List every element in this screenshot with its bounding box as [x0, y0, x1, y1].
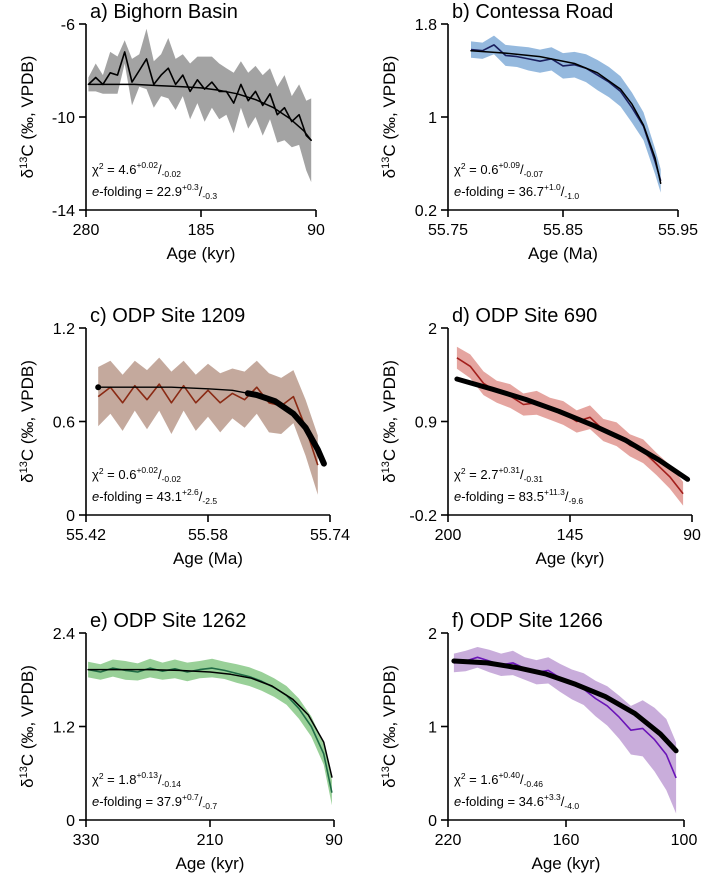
panel-f: 2 1 0 220 160 100 Age (kyr) δ13C (‰, VPDB) f) OD…: [380, 610, 697, 873]
chi-square-annotation: χ2 = 1.8+0.13/-0.14: [92, 770, 181, 789]
panel-title: e) ODP Site 1262: [90, 610, 246, 632]
y-tick-label: 1: [428, 110, 437, 127]
x-tick-label: 55.58: [188, 527, 228, 544]
y-tick-label: 0: [66, 508, 75, 525]
y-tick-label: -10: [52, 110, 75, 127]
y-axis-label: δ13C (‰, VPDB): [380, 360, 399, 483]
panel-title: b) Contessa Road: [452, 1, 613, 23]
x-tick-label: 55.85: [543, 222, 583, 239]
uncertainty-band: [88, 658, 332, 806]
y-tick-label: -14: [52, 203, 75, 220]
x-axis-label: Age (kyr): [167, 244, 236, 263]
panel-title: a) Bighorn Basin: [90, 1, 238, 23]
e-folding-annotation: e-folding = 22.9+0.3/-0.3: [92, 182, 217, 201]
x-tick-label: 55.74: [310, 527, 350, 544]
data-series-line: [87, 51, 312, 141]
x-axis-label: Age (Ma): [528, 244, 598, 263]
y-tick-label: 0: [66, 813, 75, 830]
x-tick-label: 145: [557, 527, 584, 544]
chi-square-annotation: χ2 = 4.6+0.02/-0.02: [92, 160, 181, 179]
e-folding-annotation: e-folding = 34.6+3.3/-4.0: [454, 792, 579, 811]
exponential-fit-line: [470, 49, 662, 185]
x-tick-label: 55.75: [428, 222, 468, 239]
panel-c: 1.2 0.6 0 55.42 55.58 55.74 Age (Ma) δ13C (‰, V…: [18, 305, 350, 568]
y-tick-label: 1: [428, 720, 437, 737]
fit-envelope: [95, 384, 327, 467]
x-axis-label: Age (kyr): [176, 854, 245, 873]
e-folding-annotation: e-folding = 83.5+11.3/-9.6: [454, 487, 583, 506]
panel-title: c) ODP Site 1209: [90, 305, 245, 327]
x-tick-label: 220: [435, 832, 462, 849]
y-tick-label: 2: [428, 321, 437, 338]
e-folding-annotation: e-folding = 36.7+1.0/-1.0: [454, 182, 579, 201]
panel-a: -6 -10 -14 280 185 90 Age (kyr) δ13C (‰, VPDB) a…: [18, 1, 325, 263]
exponential-fit-line: [454, 376, 691, 482]
panel-d: 2 0.9 -0.2 200 145 90 Age (kyr) δ13C (‰, VPDB) d…: [380, 305, 701, 568]
uncertainty-band: [471, 35, 661, 193]
x-tick-label: 90: [307, 222, 325, 239]
data-series-line: [87, 667, 333, 793]
y-tick-label: 0: [428, 813, 437, 830]
y-tick-label: 0.2: [415, 203, 437, 220]
x-tick-label: 90: [683, 527, 701, 544]
exponential-fit-line: [87, 668, 333, 778]
y-tick-label: 1.8: [415, 17, 437, 34]
uncertainty-band: [88, 28, 312, 183]
x-tick-label: 55.95: [658, 222, 698, 239]
y-tick-label: -6: [61, 17, 75, 34]
y-tick-label: -0.2: [409, 508, 437, 525]
y-axis-label: δ13C (‰, VPDB): [18, 56, 37, 179]
y-tick-label: 1.2: [53, 321, 75, 338]
y-axis-label: δ13C (‰, VPDB): [380, 56, 399, 179]
x-tick-label: 160: [553, 832, 580, 849]
x-tick-label: 185: [188, 222, 215, 239]
x-tick-label: 330: [73, 832, 100, 849]
e-folding-annotation: e-folding = 43.1+2.6/-2.5: [92, 487, 217, 506]
uncertainty-band: [453, 647, 677, 814]
chi-square-annotation: χ2 = 2.7+0.31/-0.31: [454, 465, 543, 484]
chi-square-annotation: χ2 = 0.6+0.09/-0.07: [454, 160, 543, 179]
y-tick-label: 2: [428, 626, 437, 643]
e-folding-annotation: e-folding = 37.9+0.7/-0.7: [92, 792, 217, 811]
x-tick-label: 200: [435, 527, 462, 544]
panel-title: f) ODP Site 1266: [452, 610, 603, 632]
panel-b: 1.8 1 0.2 55.75 55.85 55.95 Age (Ma) δ13C (‰, V…: [380, 1, 698, 263]
uncertainty-band: [456, 346, 684, 506]
x-axis-label: Age (kyr): [536, 549, 605, 568]
y-tick-label: 2.4: [53, 626, 75, 643]
x-tick-label: 280: [73, 222, 100, 239]
chi-square-annotation: χ2 = 0.6+0.02/-0.02: [92, 465, 181, 484]
y-axis-label: δ13C (‰, VPDB): [18, 360, 37, 483]
y-tick-label: 0.6: [53, 415, 75, 432]
x-tick-label: 100: [671, 832, 698, 849]
y-axis-label: δ13C (‰, VPDB): [18, 665, 37, 788]
panel-e: 2.4 1.2 0 330 210 90 Age (kyr) δ13C (‰, VPDB) e)…: [18, 610, 343, 873]
x-tick-label: 210: [197, 832, 224, 849]
x-axis-label: Age (Ma): [173, 549, 243, 568]
y-tick-label: 0.9: [415, 415, 437, 432]
y-axis-label: δ13C (‰, VPDB): [380, 665, 399, 788]
panel-title: d) ODP Site 690: [452, 305, 597, 327]
x-tick-label: 55.42: [66, 527, 106, 544]
x-axis-label: Age (kyr): [532, 854, 601, 873]
exponential-fit-line: [87, 83, 312, 142]
x-tick-label: 90: [325, 832, 343, 849]
y-tick-label: 1.2: [53, 720, 75, 737]
exponential-fit-line: [451, 658, 679, 754]
chi-square-annotation: χ2 = 1.6+0.40/-0.46: [454, 770, 543, 789]
